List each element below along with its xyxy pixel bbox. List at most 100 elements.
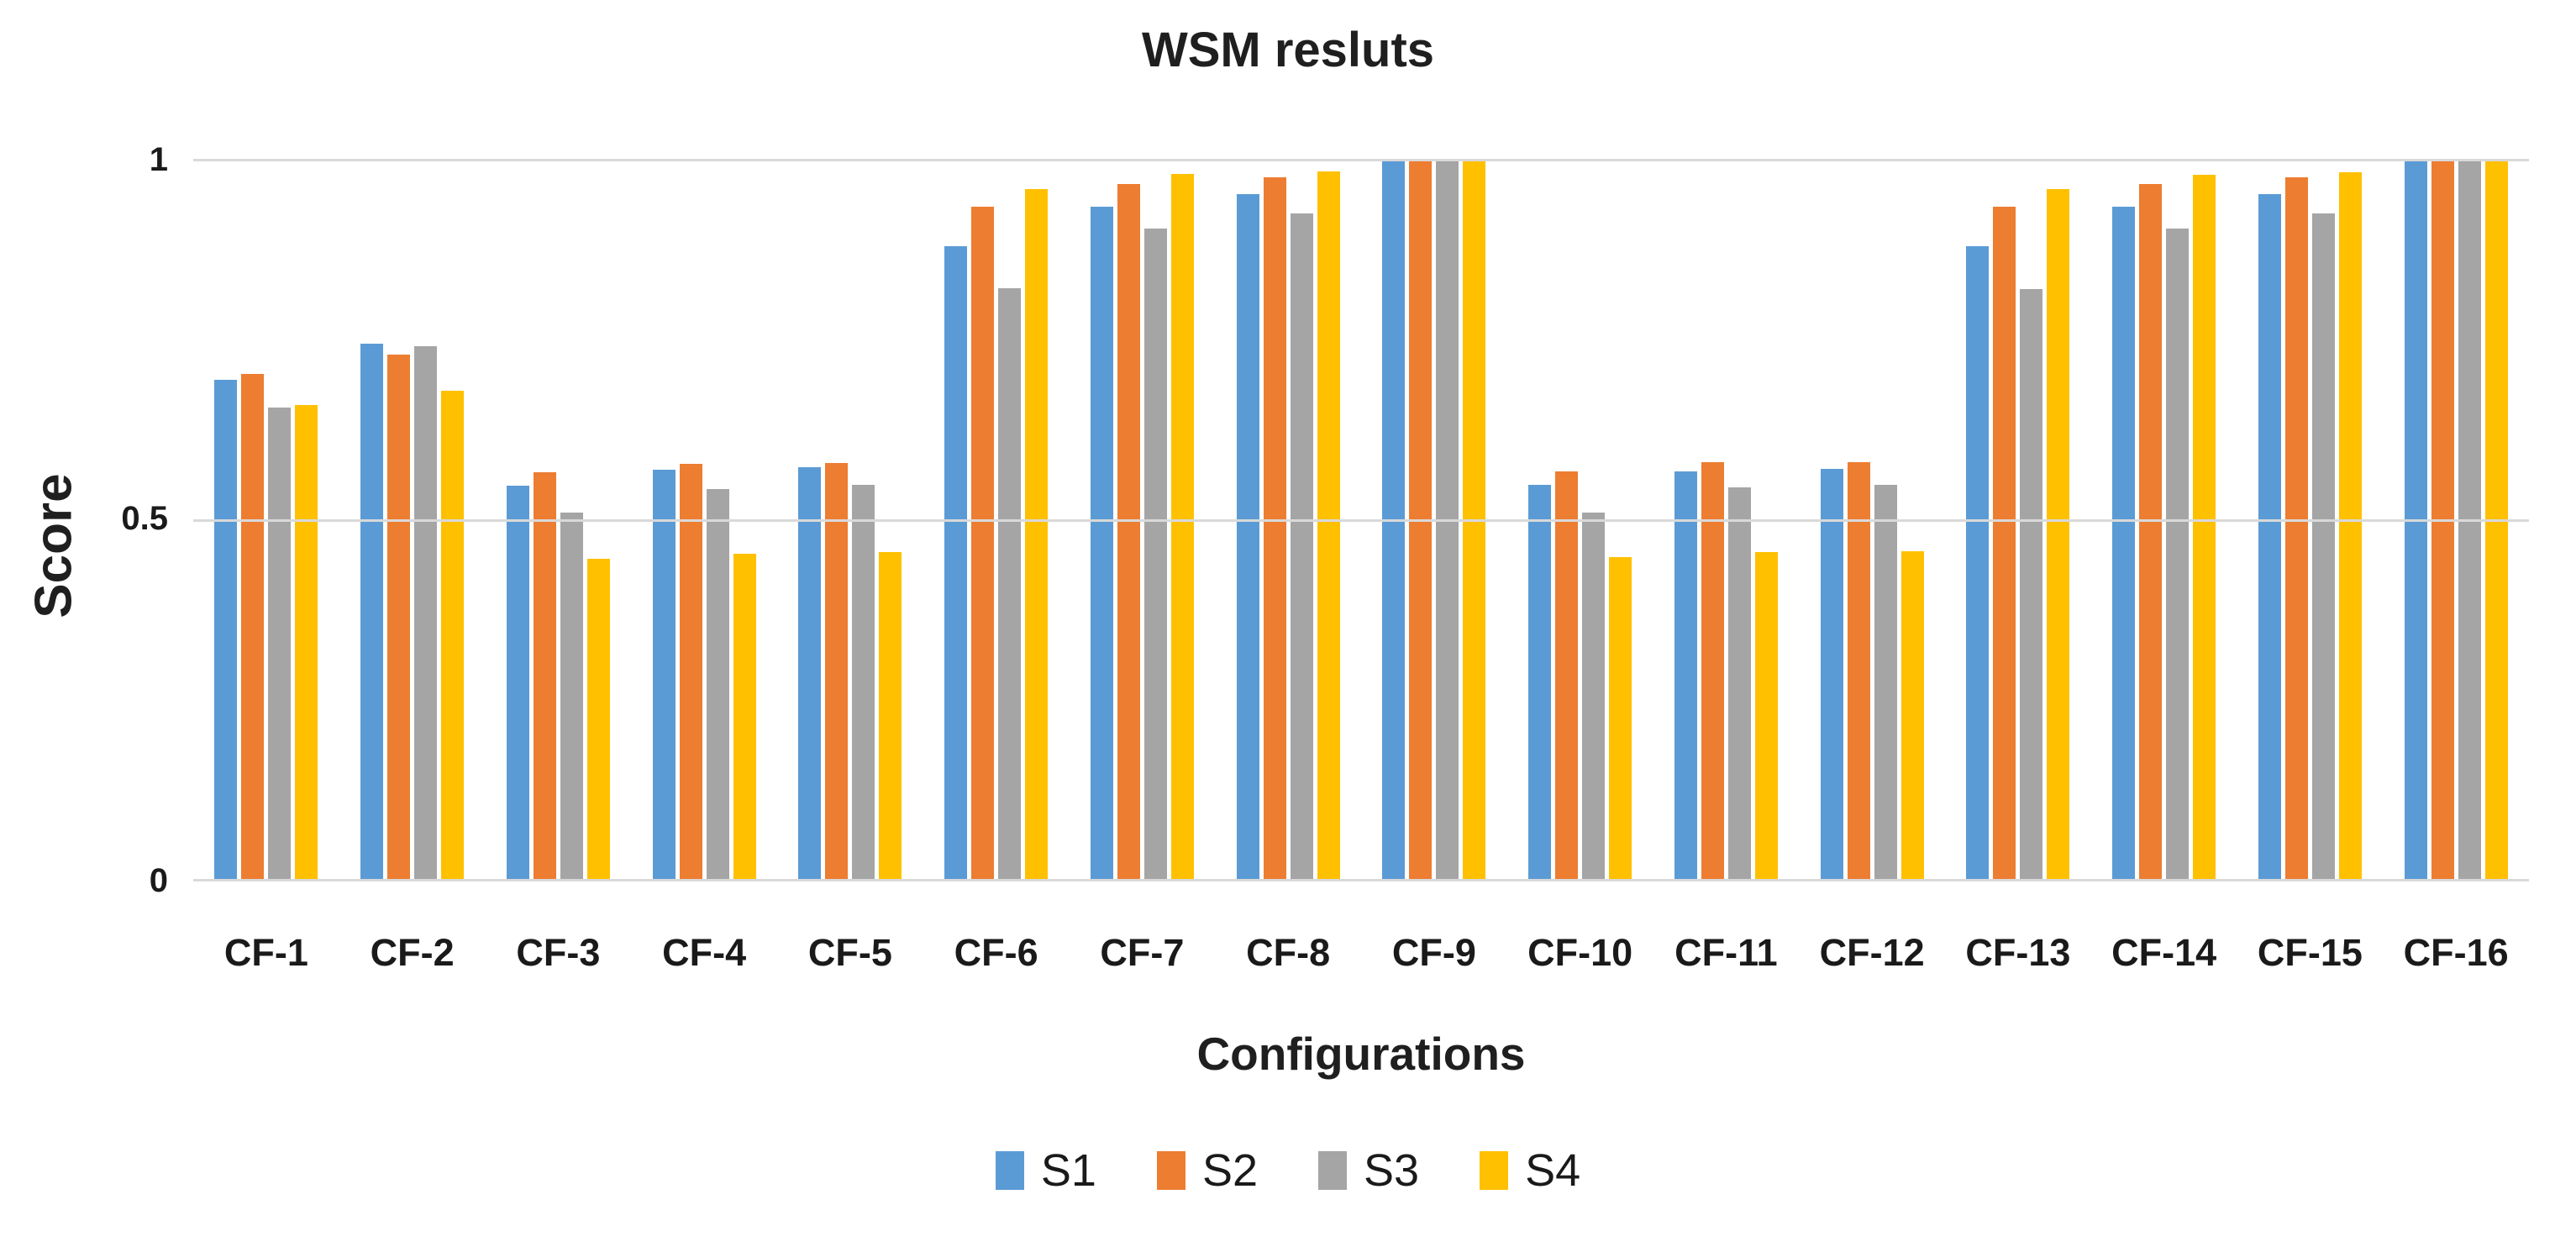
legend-item-S1: S1 bbox=[995, 1144, 1096, 1197]
bar-group-CF-11 bbox=[1653, 160, 1800, 881]
bar-CF-15-S1 bbox=[2258, 194, 2281, 881]
x-tick-CF-15: CF-15 bbox=[2257, 931, 2363, 974]
bar-CF-10-S3 bbox=[1582, 512, 1606, 881]
x-tick-CF-1: CF-1 bbox=[223, 931, 308, 974]
bar-group-CF-14 bbox=[2091, 160, 2237, 881]
legend-swatch-S4 bbox=[1480, 1151, 1509, 1190]
x-tick-CF-9: CF-9 bbox=[1391, 931, 1476, 974]
x-tick-CF-6: CF-6 bbox=[954, 931, 1038, 974]
bar-CF-7-S3 bbox=[1143, 229, 1167, 881]
bar-CF-2-S2 bbox=[387, 354, 411, 881]
gridline-0 bbox=[193, 879, 2529, 881]
legend-label-S2: S2 bbox=[1201, 1145, 1258, 1196]
y-tick-0: 0 bbox=[149, 862, 168, 899]
bar-CF-11-S2 bbox=[1701, 462, 1724, 881]
x-tick-CF-7: CF-7 bbox=[1100, 931, 1185, 974]
x-tick-CF-3: CF-3 bbox=[516, 931, 601, 974]
y-tick-0.5: 0.5 bbox=[121, 500, 168, 537]
gridline-0.5 bbox=[193, 519, 2529, 522]
x-tick-CF-2: CF-2 bbox=[370, 931, 455, 974]
bar-CF-11-S4 bbox=[1754, 551, 1778, 881]
bar-CF-14-S4 bbox=[2193, 175, 2216, 881]
bar-CF-1-S3 bbox=[268, 408, 292, 881]
x-tick-CF-14: CF-14 bbox=[2111, 931, 2217, 974]
bar-CF-4-S4 bbox=[733, 554, 756, 881]
bar-CF-5-S2 bbox=[825, 463, 849, 881]
bar-CF-5-S3 bbox=[852, 484, 875, 881]
bar-CF-11-S1 bbox=[1674, 471, 1697, 881]
x-tick-CF-11: CF-11 bbox=[1674, 931, 1778, 974]
bar-CF-7-S4 bbox=[1170, 174, 1194, 881]
bar-CF-13-S2 bbox=[1993, 206, 2016, 881]
bar-CF-14-S2 bbox=[2139, 184, 2163, 881]
x-tick-CF-10: CF-10 bbox=[1527, 931, 1633, 974]
bar-group-CF-4 bbox=[631, 160, 777, 881]
legend-swatch-S3 bbox=[1318, 1151, 1347, 1190]
bar-CF-12-S2 bbox=[1847, 462, 1870, 881]
x-tick-CF-4: CF-4 bbox=[662, 931, 747, 974]
bar-CF-2-S1 bbox=[360, 343, 384, 881]
bar-group-CF-10 bbox=[1507, 160, 1653, 881]
bar-CF-8-S3 bbox=[1290, 213, 1313, 881]
bar-group-CF-6 bbox=[923, 160, 1070, 881]
x-tick-CF-5: CF-5 bbox=[807, 931, 892, 974]
bar-CF-3-S3 bbox=[560, 513, 583, 881]
bar-CF-12-S3 bbox=[1874, 484, 1897, 881]
bar-CF-4-S1 bbox=[652, 469, 676, 881]
bar-CF-10-S4 bbox=[1609, 556, 1632, 881]
bar-CF-3-S4 bbox=[586, 559, 610, 881]
bar-CF-10-S1 bbox=[1528, 484, 1552, 881]
bar-group-CF-8 bbox=[1215, 160, 1361, 881]
bar-CF-14-S1 bbox=[2112, 206, 2136, 881]
x-tick-row: CF-1 CF-2 CF-3 CF-4 CF-5 CF-6 CF-7 CF-8 CF-9 CF-1… bbox=[193, 931, 2529, 975]
x-tick-CF-12: CF-12 bbox=[1819, 931, 1925, 974]
bar-CF-6-S4 bbox=[1025, 189, 1049, 881]
bar-CF-3-S1 bbox=[506, 485, 529, 881]
gridline-1.0 bbox=[193, 159, 2529, 161]
bar-CF-13-S4 bbox=[2047, 189, 2070, 881]
bar-CF-2-S4 bbox=[441, 390, 465, 881]
bar-CF-4-S3 bbox=[706, 489, 729, 881]
bar-CF-1-S1 bbox=[214, 379, 238, 881]
legend-label-S4: S4 bbox=[1525, 1145, 1581, 1196]
bar-CF-15-S4 bbox=[2338, 171, 2362, 881]
legend-item-S4: S4 bbox=[1480, 1144, 1580, 1197]
bar-CF-15-S2 bbox=[2284, 177, 2308, 881]
y-tick-1: 1 bbox=[149, 141, 168, 178]
bar-CF-7-S1 bbox=[1090, 206, 1113, 881]
bar-CF-12-S4 bbox=[1900, 550, 1924, 881]
legend-swatch-S1 bbox=[995, 1151, 1024, 1190]
bar-CF-12-S1 bbox=[1820, 469, 1843, 881]
x-tick-CF-13: CF-13 bbox=[1965, 931, 2071, 974]
y-axis-title: Score bbox=[24, 473, 83, 618]
bar-group-CF-7 bbox=[1070, 160, 1216, 881]
bar-CF-15-S3 bbox=[2311, 213, 2335, 881]
x-axis-title: Configurations bbox=[1196, 1028, 1526, 1080]
legend-item-S3: S3 bbox=[1318, 1144, 1419, 1197]
bar-group-CF-15 bbox=[2237, 160, 2384, 881]
legend-swatch-S2 bbox=[1156, 1151, 1185, 1190]
bar-CF-4-S2 bbox=[679, 464, 702, 881]
bar-CF-8-S4 bbox=[1317, 171, 1340, 881]
bar-CF-14-S3 bbox=[2166, 229, 2190, 881]
bar-CF-8-S2 bbox=[1263, 177, 1286, 881]
bar-group-CF-3 bbox=[486, 160, 632, 881]
bar-group-CF-5 bbox=[777, 160, 923, 881]
bar-group-CF-2 bbox=[339, 160, 486, 881]
bar-CF-7-S2 bbox=[1117, 184, 1140, 881]
bar-CF-11-S3 bbox=[1727, 487, 1751, 881]
plot-area bbox=[193, 159, 2529, 881]
bar-CF-2-S3 bbox=[414, 346, 438, 881]
bar-CF-6-S1 bbox=[944, 245, 968, 881]
legend-label-S1: S1 bbox=[1040, 1145, 1096, 1196]
bar-CF-3-S2 bbox=[533, 472, 556, 881]
bar-group-CF-1 bbox=[193, 160, 339, 881]
bar-group-CF-13 bbox=[1945, 160, 2091, 881]
legend-label-S3: S3 bbox=[1364, 1145, 1420, 1196]
bar-CF-5-S4 bbox=[879, 551, 902, 881]
chart-title: WSM resluts bbox=[1141, 23, 1435, 77]
bar-group-CF-12 bbox=[1799, 160, 1945, 881]
x-tick-CF-16: CF-16 bbox=[2403, 931, 2509, 974]
bar-CF-8-S1 bbox=[1236, 194, 1259, 881]
bar-CF-13-S1 bbox=[1966, 245, 1990, 881]
